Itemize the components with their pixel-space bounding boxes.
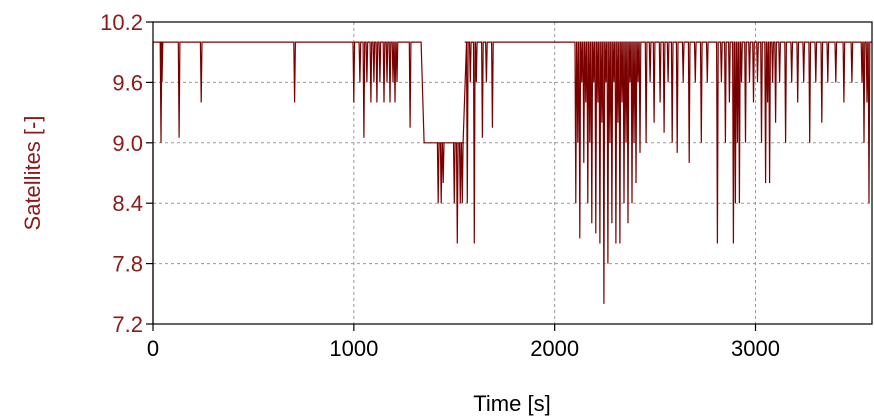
y-tick-label: 8.4 [112,191,143,216]
x-axis-title: Time [s] [473,391,550,416]
series-line [152,41,872,324]
y-tick-label: 10.2 [100,10,143,35]
y-tick-label: 7.2 [112,312,143,337]
grid [153,22,872,324]
x-tick-label: 0 [147,336,159,361]
y-tick-label: 9.0 [112,131,143,156]
x-tick-label: 1000 [329,336,378,361]
x-tick-label: 2000 [530,336,579,361]
y-tick-label: 9.6 [112,70,143,95]
y-axis-title: Satellites [-] [20,116,45,231]
axis-ticks: 7.2 7.8 8.4 9.0 9.6 10.2 0 1000 2000 3000 [100,10,780,361]
y-tick-label: 7.8 [112,252,143,277]
plot-frame [152,21,873,325]
x-tick-label: 3000 [731,336,780,361]
